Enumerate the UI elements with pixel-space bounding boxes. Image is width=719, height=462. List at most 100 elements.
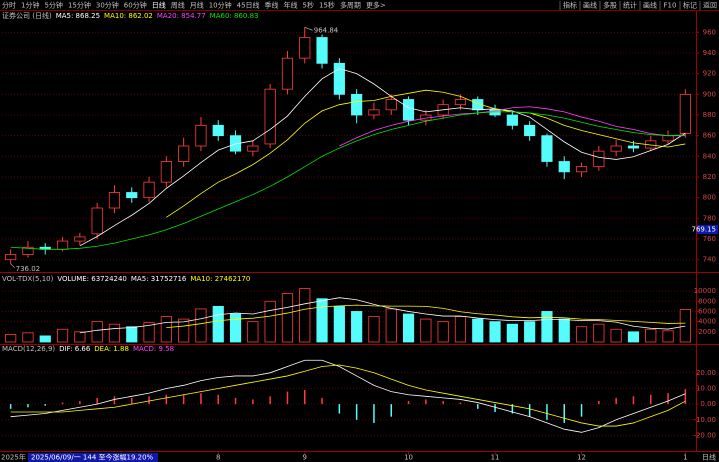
y-tick-label: -20.00	[693, 431, 716, 439]
legend-entry: MACD: 9.58	[133, 345, 174, 353]
legend-entry: MA10: 27462170	[190, 275, 250, 283]
legend-entry: DEA: 1.88	[94, 345, 129, 353]
volume-bar	[333, 305, 345, 343]
toolbar-item[interactable]: 分时	[2, 1, 16, 10]
y-tick-label: 740	[703, 256, 716, 264]
volume-bar	[229, 313, 242, 343]
volume-bar	[351, 311, 363, 343]
volume-bar	[56, 328, 69, 343]
toolbar-item[interactable]: 60分钟	[124, 1, 147, 10]
x-tick-label: 11	[491, 454, 500, 462]
indicator-line	[79, 68, 686, 247]
toolbar-button[interactable]: F10	[664, 2, 677, 10]
volume-bar	[160, 316, 172, 343]
toolbar-button[interactable]: 统计	[623, 1, 637, 10]
y-tick-label: 880	[703, 111, 716, 119]
toolbar-item[interactable]: 年线	[284, 1, 298, 10]
volume-bar	[437, 321, 449, 343]
toolbar-item[interactable]: 5分钟	[44, 1, 62, 10]
x-tick-label: 9	[303, 454, 307, 462]
range-label: 2025/06/09/一 144 至今涨幅19.20%	[31, 453, 154, 462]
toolbar-item[interactable]: 多周期	[340, 1, 361, 10]
candle-body	[74, 236, 86, 242]
toolbar-button[interactable]: 画线	[643, 1, 657, 10]
toolbar-item[interactable]: 5秒	[303, 1, 314, 10]
legend: 证券公司 (日线) MA5: 868.25 MA10: 862.02 MA20: 85…	[2, 11, 258, 20]
indicator-line	[339, 106, 686, 147]
volume-bar	[5, 333, 17, 343]
toolbar-item[interactable]: 周线	[171, 1, 185, 10]
volume-bar	[558, 318, 570, 343]
y-tick-label: 800	[703, 194, 716, 202]
y-tick-label: 900	[703, 90, 716, 98]
toolbar-item[interactable]: 10分钟	[209, 1, 232, 10]
volume-bar	[472, 318, 484, 343]
candle-body	[558, 161, 570, 173]
year-label: 2025年	[1, 453, 26, 462]
y-tick-label: 820	[703, 173, 716, 181]
toolbar-item[interactable]: 15秒	[319, 1, 335, 10]
candle-body	[333, 62, 345, 95]
toolbar-item[interactable]: 1分钟	[21, 1, 39, 10]
volume-bar	[679, 309, 691, 343]
volume-bar	[91, 321, 103, 343]
candle-body	[610, 145, 622, 152]
candle-body	[662, 135, 674, 142]
legend-entry: MA20: 854.77	[157, 12, 206, 20]
volume-bar	[39, 335, 51, 343]
candle-body	[91, 207, 103, 235]
volume-bar	[247, 321, 259, 343]
toolbar-button[interactable]: 多股	[603, 1, 617, 10]
legend-entry: MA60: 860.83	[210, 12, 259, 20]
high-pointer	[304, 27, 313, 31]
candle-body	[5, 254, 17, 261]
y-tick-label: 940	[703, 49, 716, 57]
toolbar-item[interactable]: 30分钟	[96, 1, 119, 10]
low-pointer	[10, 263, 15, 268]
toolbar-item[interactable]: 45日线	[237, 1, 260, 10]
volume-bar	[22, 332, 34, 343]
y-tick-label: 960	[703, 28, 716, 36]
candle-body	[264, 88, 276, 145]
toolbar-item[interactable]: 日线	[152, 1, 166, 10]
candle-body	[178, 145, 190, 162]
toolbar-button[interactable]: 标记	[683, 1, 697, 10]
volume-bar	[506, 323, 518, 343]
x-tick-label: 10	[404, 454, 413, 462]
toolbar-button[interactable]: 返回	[703, 2, 717, 10]
x-tick-label: 12	[577, 454, 586, 462]
volume-bar	[610, 328, 622, 343]
toolbar-button[interactable]: 指标	[563, 1, 577, 10]
indicator-line	[166, 89, 686, 218]
candle-body	[56, 240, 69, 250]
y-tick-label: 8000	[698, 297, 716, 305]
y-tick-label: 760	[703, 235, 716, 243]
volume-bar	[368, 316, 380, 343]
candle-body	[299, 37, 311, 59]
x-tick-label: 8	[216, 454, 220, 462]
y-tick-label: -10.00	[693, 416, 716, 424]
candle-body	[22, 246, 34, 255]
candle-body	[524, 124, 536, 137]
volume-bar	[575, 326, 588, 343]
volume-bar	[402, 313, 415, 343]
legend: VOL-TDX(5,10) VOLUME: 63724240 MA5: 317527…	[2, 275, 250, 283]
y-tick-label: 840	[703, 152, 716, 160]
candle-body	[454, 99, 467, 106]
toolbar-item[interactable]: 15分钟	[68, 1, 91, 10]
legend-entry: VOLUME: 63724240	[57, 275, 127, 283]
candle-body	[679, 93, 691, 135]
candle-body	[402, 99, 415, 121]
toolbar-item[interactable]: 季线	[265, 1, 279, 10]
candle-body	[575, 166, 588, 173]
toolbar-button[interactable]: 画线	[583, 1, 597, 10]
volume-bar	[212, 305, 224, 343]
candle-body	[627, 145, 640, 149]
low-label: 736.02	[16, 265, 41, 273]
toolbar-item[interactable]: 月线	[190, 1, 204, 10]
toolbar-item[interactable]: 更多>	[366, 1, 386, 10]
toolbar: 分时 1分钟 5分钟 15分钟 30分钟 60分钟 日线 周线 月线 10分钟 45日线 季线 年线 5秒…	[2, 1, 386, 10]
legend-entry: DIF: 6.66	[59, 345, 91, 353]
volume-bar	[178, 318, 190, 343]
